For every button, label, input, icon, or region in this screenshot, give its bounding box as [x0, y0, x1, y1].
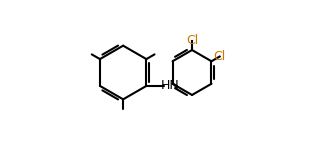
Text: Cl: Cl	[213, 50, 226, 63]
Text: HN: HN	[161, 79, 180, 92]
Text: Cl: Cl	[186, 34, 198, 47]
